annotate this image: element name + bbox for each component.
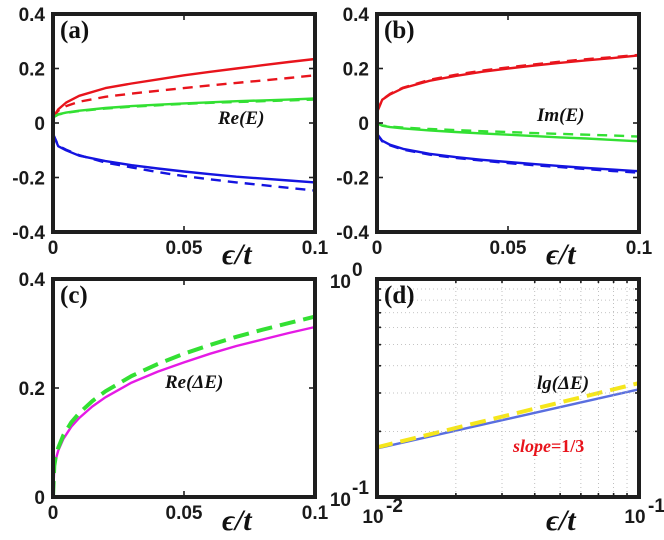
panel-a-ytick-label: -0.4 (12, 223, 45, 244)
panel-d-slope-annotation: slope=1/3 (512, 436, 584, 456)
panel-a: 0 0.05 0.1 -0.4 -0.2 0 0.2 0.4 (a) Re(E) ϵ/t (12, 5, 328, 271)
panel-d-ytick-label: 10 (330, 490, 351, 511)
panel-a-ytick-label: 0.4 (19, 5, 46, 26)
panel-d-ytick-exponent: 0 (352, 260, 363, 281)
panel-b-xtick-label: 0.05 (490, 238, 527, 259)
panel-b-label: (b) (384, 17, 415, 44)
panel-c-frame (51, 277, 317, 499)
panel-c-ticks: 0 0.05 0.1 0 0.2 0.4 (19, 270, 329, 524)
panel-d-xtick-exponent: -2 (386, 496, 403, 517)
panel-d-lines (376, 279, 640, 497)
panel-a-lines (51, 57, 316, 192)
panel-c-label: (c) (60, 282, 88, 309)
panel-a-ytick-label: 0 (34, 114, 45, 135)
panel-a-label: (a) (60, 17, 89, 44)
panel-b-series-green-dashed (376, 121, 640, 138)
panel-b-series-green-solid (376, 121, 640, 143)
panel-d-frame (375, 277, 641, 499)
panel-d-xtick-label: 10 (624, 507, 645, 528)
panel-c-xtick-label: 0.05 (166, 503, 203, 524)
panel-b-ytick-label: -0.4 (336, 223, 369, 244)
panel-c-xtick-label: 0.1 (302, 503, 329, 524)
slope-label: slope (512, 436, 551, 456)
panel-b-xlabel: ϵ/t (546, 238, 577, 271)
panel-b-frame (375, 12, 641, 234)
panel-b-ytick-label: 0 (358, 114, 369, 135)
panel-c-ytick-label: 0.4 (19, 270, 46, 291)
panel-d-xlabel: ϵ/t (546, 504, 577, 537)
panel-b-ytick-label: 0.2 (343, 60, 369, 81)
panel-a-ytick-label: -0.2 (12, 169, 45, 190)
panel-c-lines (51, 314, 316, 498)
panel-b-ytick-label: 0.4 (343, 5, 370, 26)
panel-b-xtick-label: 0.1 (626, 238, 653, 259)
panel-a-xtick-label: 0 (48, 238, 59, 259)
panel-d-series-blue-solid (376, 388, 640, 450)
panel-d-label: (d) (384, 282, 415, 309)
panel-a-series-red-dashed (52, 74, 316, 119)
panel-a-ticks: 0 0.05 0.1 -0.4 -0.2 0 0.2 0.4 (12, 5, 328, 259)
panel-d-series-yellow-dashed (376, 381, 640, 450)
panel-a-series-red-solid (51, 57, 316, 119)
panel-a-series-blue-dashed (51, 133, 316, 192)
panel-b-xtick-label: 0 (372, 238, 383, 259)
panel-c-xtick-label: 0 (48, 503, 59, 524)
slope-value: =1/3 (551, 436, 584, 456)
panel-a-xtick-label: 0.1 (302, 238, 329, 259)
panel-c-series-green-dashed (51, 314, 316, 498)
panel-b-series-blue-dashed (376, 133, 640, 174)
panel-a-series-green-dashed (52, 98, 316, 119)
panel-d-xtick-exponent: -1 (648, 496, 664, 517)
panel-d-annotation: lg(ΔE) (537, 373, 589, 394)
panel-c-series-magenta-solid (51, 325, 316, 498)
panel-a-frame (51, 12, 317, 234)
panel-d-xtick-label: 10 (362, 507, 383, 528)
panel-d-ytick-label: 10 (330, 272, 351, 293)
panel-b-ticks: 0 0.05 0.1 -0.4 -0.2 0 0.2 0.4 (336, 5, 652, 259)
panel-a-xtick-label: 0.05 (166, 238, 203, 259)
panel-c-ytick-label: 0.2 (19, 379, 45, 400)
panel-a-xlabel: ϵ/t (222, 238, 253, 271)
panel-b-lines (375, 53, 640, 174)
panel-b-ytick-label: -0.2 (336, 169, 369, 190)
panel-c-annotation: Re(ΔE) (164, 372, 223, 393)
panel-a-ytick-label: 0.2 (19, 60, 45, 81)
panel-c-ytick-label: 0 (34, 488, 45, 509)
panel-b: 0 0.05 0.1 -0.4 -0.2 0 0.2 0.4 (b) Im(E) ϵ/t (336, 5, 652, 271)
panel-c: 0 0.05 0.1 0 0.2 0.4 (c) Re(ΔE) ϵ/t (19, 270, 329, 537)
panel-a-annotation: Re(E) (217, 108, 264, 129)
panel-b-annotation: Im(E) (536, 105, 585, 126)
panel-d-ytick-exponent: -1 (352, 478, 369, 499)
panel-c-xlabel: ϵ/t (222, 504, 253, 537)
panel-b-series-red-dashed (375, 53, 640, 113)
